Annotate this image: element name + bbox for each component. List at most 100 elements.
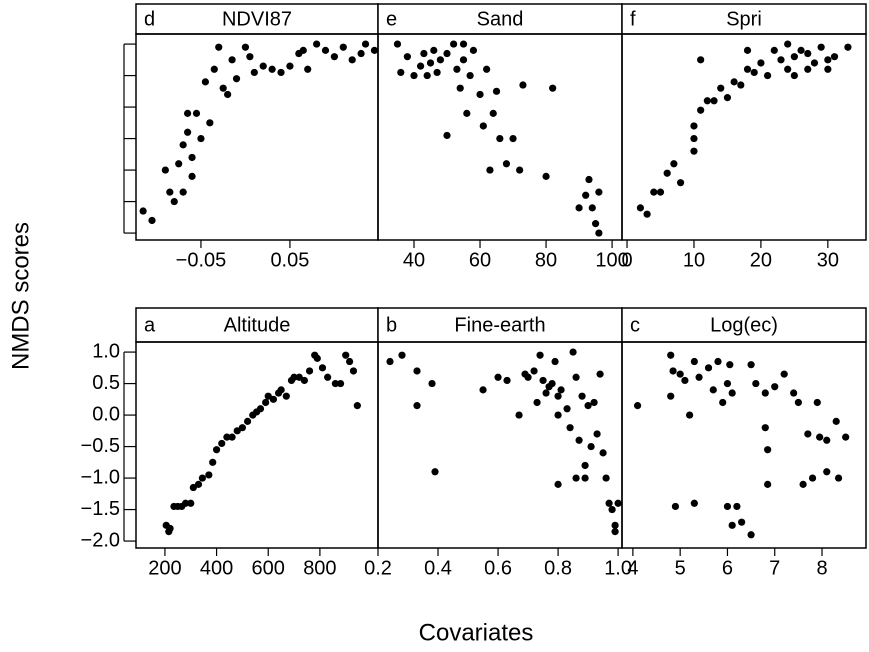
panel-letter: a	[144, 314, 156, 336]
x-tick-label: 80	[535, 249, 557, 271]
data-point	[676, 179, 685, 187]
data-point	[233, 427, 241, 435]
y-axis-title: NMDS scores	[7, 222, 34, 370]
data-point	[161, 166, 169, 174]
data-point	[197, 134, 205, 143]
data-point	[212, 446, 221, 454]
data-point	[269, 395, 278, 403]
data-point	[148, 216, 156, 225]
data-point	[463, 109, 471, 117]
data-point	[636, 204, 645, 212]
data-point	[198, 474, 206, 482]
data-point	[595, 188, 603, 196]
data-point	[723, 379, 732, 388]
data-point	[503, 376, 511, 385]
x-tick-label: 10	[683, 249, 705, 271]
data-point	[426, 59, 435, 67]
data-point	[290, 373, 298, 381]
data-point	[690, 499, 698, 507]
data-point	[817, 43, 825, 51]
data-point	[348, 56, 356, 64]
x-tick-label: 200	[148, 557, 181, 579]
data-point	[813, 398, 821, 407]
plot-frame	[135, 341, 379, 549]
data-point	[714, 357, 722, 366]
data-point	[752, 379, 760, 388]
data-point	[650, 188, 658, 196]
data-point	[318, 364, 327, 372]
data-point	[345, 357, 354, 366]
data-point	[554, 411, 562, 419]
x-tick-label: 7	[769, 557, 780, 579]
data-point	[763, 71, 772, 80]
data-point	[370, 46, 379, 54]
data-point	[533, 398, 541, 407]
data-point	[588, 204, 596, 212]
data-point	[554, 480, 562, 488]
data-point	[410, 71, 418, 80]
data-point	[590, 398, 598, 407]
data-point	[413, 367, 421, 375]
data-point	[709, 386, 717, 394]
data-point	[179, 188, 187, 196]
data-point	[524, 373, 532, 381]
data-point	[797, 46, 805, 54]
data-point	[209, 458, 217, 466]
data-point	[189, 483, 197, 492]
data-point	[166, 524, 174, 533]
data-point	[743, 65, 752, 73]
x-tick-label: 400	[200, 557, 233, 579]
data-point	[256, 405, 265, 413]
data-point	[530, 367, 538, 375]
data-point	[264, 392, 272, 400]
data-point	[205, 471, 213, 479]
data-point	[585, 175, 593, 184]
x-tick-label: 0.4	[424, 557, 452, 579]
data-point	[201, 78, 209, 86]
data-point	[194, 480, 203, 488]
data-point	[830, 53, 839, 61]
data-point	[790, 53, 798, 61]
strip	[621, 3, 867, 35]
panel-letter: d	[144, 8, 155, 30]
data-point	[728, 521, 736, 529]
data-point	[250, 68, 258, 77]
panel-title: Altitude	[224, 314, 291, 336]
data-point	[187, 499, 195, 507]
data-point	[277, 68, 285, 77]
x-tick-label: 30	[817, 249, 839, 271]
data-point	[723, 502, 732, 511]
data-point	[516, 166, 524, 174]
data-point	[353, 402, 361, 410]
data-point	[420, 49, 428, 58]
data-point	[456, 84, 464, 92]
data-point	[676, 370, 684, 378]
data-point	[599, 449, 607, 457]
x-axis-title: Covariates	[419, 619, 534, 646]
data-point	[761, 389, 769, 397]
data-point	[243, 417, 252, 425]
data-point	[770, 46, 778, 54]
data-point	[842, 433, 850, 441]
data-point	[218, 439, 226, 448]
data-point	[804, 430, 812, 438]
x-tick-label: −0.05	[176, 249, 227, 271]
data-point	[643, 210, 651, 218]
data-point	[304, 65, 312, 73]
data-point	[321, 46, 330, 54]
data-point	[459, 56, 468, 64]
data-point	[808, 474, 817, 482]
data-point	[554, 392, 562, 400]
data-point	[804, 65, 812, 73]
data-point	[572, 373, 580, 381]
x-tick-label: 0	[621, 249, 632, 271]
data-point	[584, 402, 592, 410]
data-point	[569, 348, 577, 356]
data-point	[313, 354, 321, 362]
data-point	[593, 430, 601, 438]
data-point	[515, 411, 523, 419]
y-tick-label: −0.5	[81, 435, 120, 457]
data-point	[175, 160, 183, 168]
data-point	[413, 402, 421, 410]
